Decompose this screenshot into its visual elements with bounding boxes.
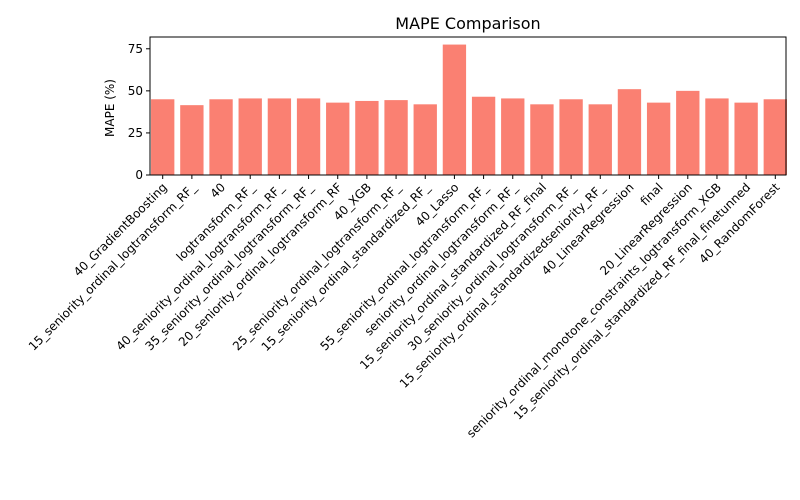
bar — [151, 99, 175, 175]
bar — [442, 44, 467, 175]
bar — [559, 99, 583, 175]
bar — [501, 98, 525, 175]
bar — [384, 100, 408, 175]
bar — [267, 98, 292, 175]
bar — [355, 100, 379, 175]
y-axis-label: MAPE (%) — [103, 79, 117, 137]
y-tick-label: 0 — [135, 168, 143, 182]
bar — [471, 96, 496, 175]
y-ticks-group: 0 25 50 75 — [128, 42, 150, 182]
bar — [530, 104, 554, 175]
bars-group — [151, 44, 787, 175]
plot-frame — [149, 36, 787, 176]
y-tick-label: 50 — [128, 84, 143, 98]
bar — [763, 99, 787, 175]
y-tick-label: 25 — [128, 126, 143, 140]
bar — [734, 102, 758, 175]
bar — [238, 98, 262, 175]
chart-title: MAPE Comparison — [395, 14, 540, 33]
bar — [617, 89, 642, 175]
bar — [413, 104, 437, 175]
bar — [326, 102, 350, 175]
x-tick-label: 40 — [207, 180, 228, 201]
bar — [676, 90, 700, 175]
bar — [705, 98, 729, 175]
x-ticks-group: 40_GradientBoosting15_seniority_ordinal_… — [26, 175, 783, 440]
bar — [646, 102, 671, 175]
bar — [180, 105, 204, 175]
bar — [588, 104, 612, 175]
y-tick-label: 75 — [128, 42, 143, 56]
bar — [296, 98, 321, 175]
bar — [209, 99, 233, 175]
